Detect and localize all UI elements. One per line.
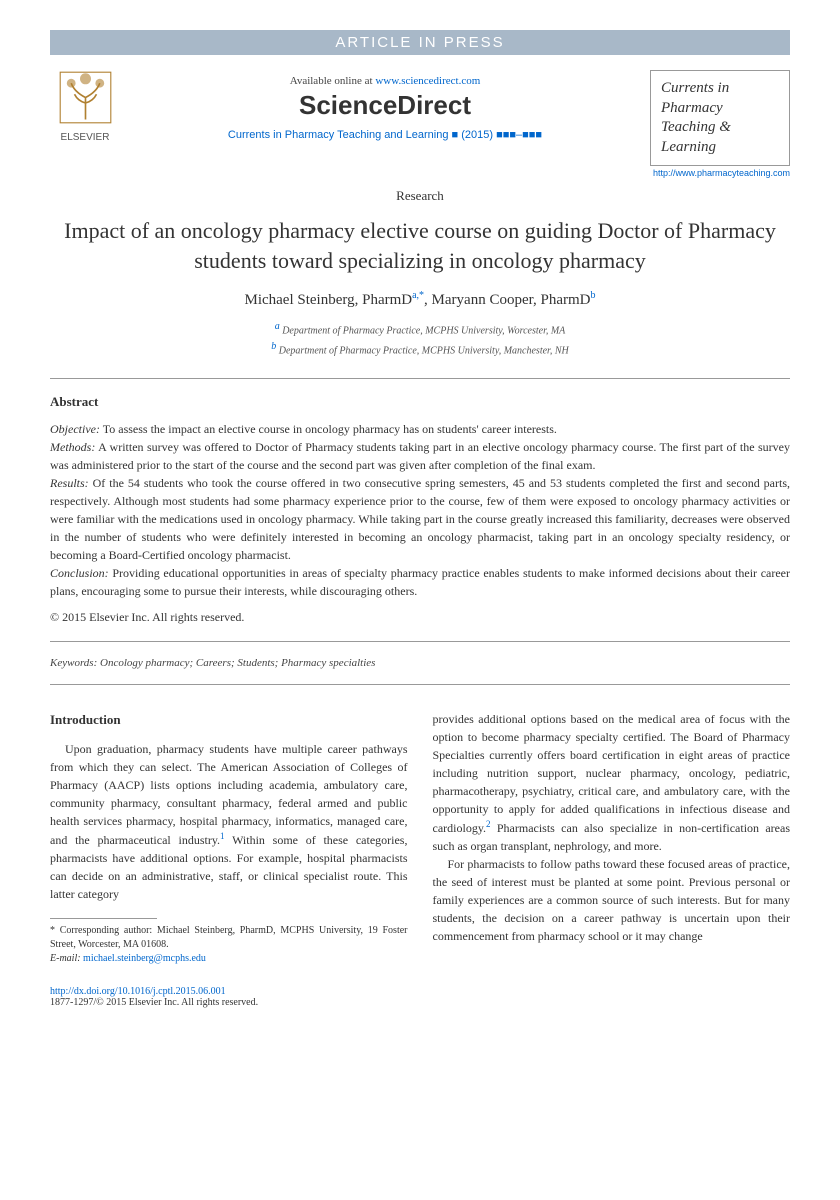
keywords: Keywords: Oncology pharmacy; Careers; St… xyxy=(50,657,790,669)
journal-box-wrapper: Currents in Pharmacy Teaching & Learning… xyxy=(650,70,790,178)
journal-citation: Currents in Pharmacy Teaching and Learni… xyxy=(120,129,650,141)
journal-title-box: Currents in Pharmacy Teaching & Learning xyxy=(650,70,790,166)
center-header: Available online at www.sciencedirect.co… xyxy=(120,70,650,141)
sciencedirect-logo: ScienceDirect xyxy=(120,90,650,121)
right-column: provides additional options based on the… xyxy=(433,710,791,966)
header: ELSEVIER Available online at www.science… xyxy=(50,70,790,178)
authors: Michael Steinberg, PharmDa,*, Maryann Co… xyxy=(50,290,790,309)
left-column: Introduction Upon graduation, pharmacy s… xyxy=(50,710,408,966)
available-online: Available online at www.sciencedirect.co… xyxy=(120,75,650,87)
publisher-block: ELSEVIER xyxy=(50,70,120,143)
body-columns: Introduction Upon graduation, pharmacy s… xyxy=(50,710,790,966)
sciencedirect-url[interactable]: www.sciencedirect.com xyxy=(375,75,480,87)
abstract-body: Objective: To assess the impact an elect… xyxy=(50,420,790,626)
footnote-divider xyxy=(50,918,157,919)
divider xyxy=(50,684,790,685)
copyright: © 2015 Elsevier Inc. All rights reserved… xyxy=(50,608,790,626)
affiliations: a Department of Pharmacy Practice, MCPHS… xyxy=(50,319,790,358)
author-2-sup: b xyxy=(591,290,596,301)
article-type: Research xyxy=(50,188,790,204)
journal-homepage-link[interactable]: http://www.pharmacyteaching.com xyxy=(650,168,790,178)
introduction-heading: Introduction xyxy=(50,710,408,730)
intro-p2: provides additional options based on the… xyxy=(433,710,791,855)
footer: http://dx.doi.org/10.1016/j.cptl.2015.06… xyxy=(50,986,790,1008)
elsevier-label: ELSEVIER xyxy=(50,132,120,143)
author-email[interactable]: michael.steinberg@mcphs.edu xyxy=(81,953,206,964)
abstract-heading: Abstract xyxy=(50,394,790,410)
issn-copyright: 1877-1297/© 2015 Elsevier Inc. All right… xyxy=(50,997,258,1008)
article-title: Impact of an oncology pharmacy elective … xyxy=(50,216,790,275)
intro-p3: For pharmacists to follow paths toward t… xyxy=(433,855,791,945)
divider xyxy=(50,641,790,642)
doi-link[interactable]: http://dx.doi.org/10.1016/j.cptl.2015.06… xyxy=(50,986,258,997)
author-1: Michael Steinberg, PharmD xyxy=(244,292,412,308)
elsevier-tree-icon xyxy=(58,70,113,125)
author-1-sup: a,* xyxy=(412,290,424,301)
divider xyxy=(50,378,790,379)
intro-p1: Upon graduation, pharmacy students have … xyxy=(50,740,408,903)
article-in-press-banner: ARTICLE IN PRESS xyxy=(50,30,790,55)
author-2: Maryann Cooper, PharmD xyxy=(432,292,591,308)
corresponding-author: * Corresponding author: Michael Steinber… xyxy=(50,924,408,966)
